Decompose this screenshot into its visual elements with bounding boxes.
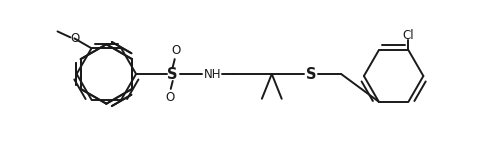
Text: Cl: Cl <box>402 29 414 42</box>
Text: O: O <box>171 44 180 57</box>
Text: O: O <box>70 32 80 45</box>
Text: S: S <box>168 66 178 82</box>
Text: NH: NH <box>204 67 221 81</box>
Text: S: S <box>306 66 316 82</box>
Text: O: O <box>165 91 174 104</box>
